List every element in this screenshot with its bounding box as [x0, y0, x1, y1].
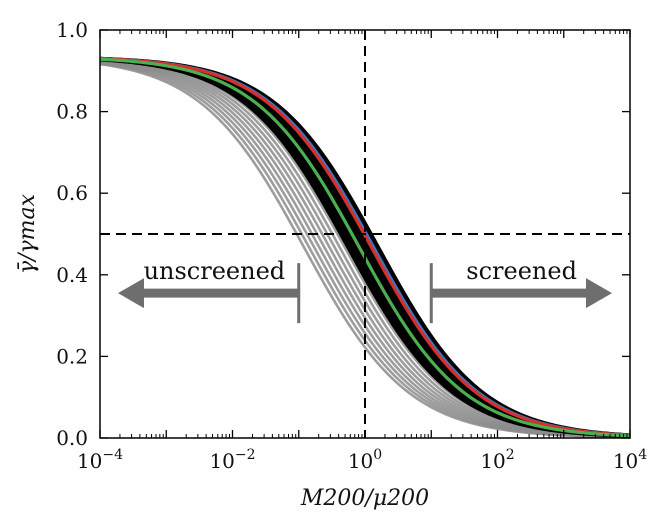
tick-labels: 0.00.20.40.60.81.010−4 10−2 100 102 104	[56, 18, 647, 473]
y-axis-label: γ̄/γmax	[15, 193, 40, 274]
y-tick-label: 0.8	[56, 100, 88, 124]
reference-lines	[100, 30, 630, 438]
y-tick-label: 0.4	[56, 263, 88, 287]
y-tick-label: 0.2	[56, 344, 88, 368]
screened-label: screened	[466, 257, 577, 285]
red-curve	[100, 57, 630, 437]
x-axis-label: M200/μ200	[300, 486, 429, 511]
y-tick-label: 1.0	[56, 18, 88, 42]
y-tick-label: 0.0	[56, 426, 88, 450]
left-arrow-head	[118, 278, 144, 309]
right-arrow-head	[586, 278, 612, 309]
ticks	[99, 29, 631, 439]
annotations: unscreened screened	[118, 257, 612, 324]
y-tick-label: 0.6	[56, 181, 88, 205]
unscreened-label: unscreened	[144, 257, 286, 285]
